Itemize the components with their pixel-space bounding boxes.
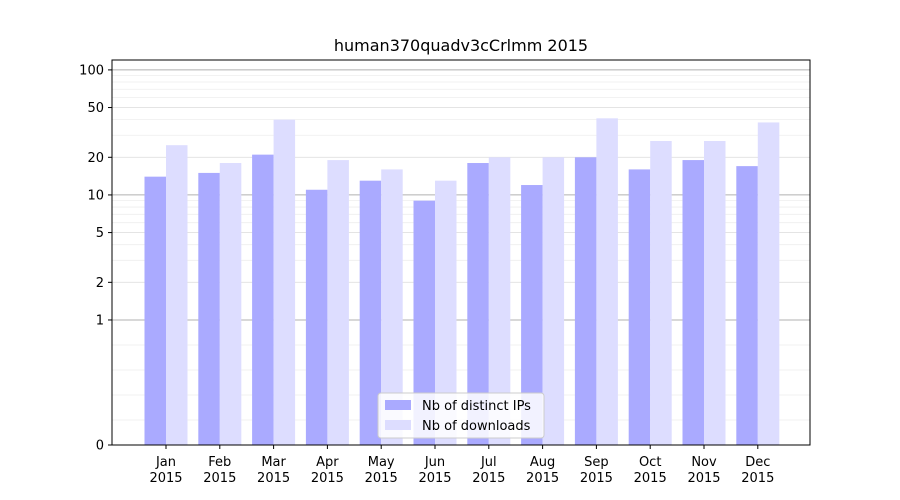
y-tick-label: 10 [87, 188, 104, 203]
x-tick-label-month: Oct [639, 455, 661, 470]
bar-ips [521, 185, 543, 445]
bars-layer [144, 118, 780, 446]
y-tick-label: 2 [96, 276, 104, 291]
y-tick-label: 1 [96, 313, 104, 328]
bar-downloads [488, 157, 511, 445]
bar-ips [252, 154, 274, 446]
bar-downloads [273, 119, 296, 446]
bar-ips [413, 200, 435, 445]
bar-ips [628, 169, 651, 445]
bar-downloads [327, 160, 349, 445]
x-tick-label-month: Jul [480, 455, 497, 470]
x-axis: Jan2015Feb2015Mar2015Apr2015May2015Jun20… [149, 445, 774, 486]
x-tick-label-month: Mar [261, 455, 286, 470]
x-tick-label-year: 2015 [257, 471, 290, 486]
x-tick-label-year: 2015 [472, 471, 505, 486]
bar-ips [144, 176, 166, 445]
y-tick-label: 0 [96, 439, 104, 454]
plot-frame [111, 59, 811, 446]
legend-swatch [385, 420, 411, 430]
x-tick-label-month: Nov [691, 455, 717, 470]
x-tick-label-year: 2015 [149, 471, 182, 486]
legend-box [377, 392, 545, 439]
chart-title: human370quadv3cCrlmm 2015 [334, 36, 588, 55]
x-tick-label-year: 2015 [634, 471, 667, 486]
x-tick-label-month: Sep [584, 455, 609, 470]
x-tick-label-month: Feb [208, 455, 231, 470]
bar-downloads [542, 157, 565, 445]
x-tick-label-month: Dec [745, 455, 770, 470]
y-tick-label: 5 [96, 226, 104, 241]
y-tick-label: 50 [87, 101, 104, 116]
x-tick-label-month: Jan [155, 455, 176, 470]
bar-ips [305, 189, 328, 445]
bar-ips [682, 160, 704, 445]
bar-ips [198, 172, 220, 445]
legend-swatch [385, 400, 411, 410]
bar-downloads [435, 180, 457, 445]
bar-ips [736, 166, 758, 445]
x-tick-label-year: 2015 [365, 471, 398, 486]
bar-ips [467, 163, 489, 445]
legend: Nb of distinct IPs Nb of downloads [377, 392, 545, 439]
legend-label: Nb of downloads [422, 419, 531, 434]
x-tick-label-year: 2015 [203, 471, 236, 486]
x-tick-label-year: 2015 [526, 471, 559, 486]
bar-ips [574, 157, 597, 445]
x-tick-label-year: 2015 [311, 471, 344, 486]
x-tick-label-month: Apr [316, 455, 339, 470]
bar-downloads [596, 118, 618, 445]
x-tick-label-year: 2015 [687, 471, 720, 486]
x-tick-label-year: 2015 [418, 471, 451, 486]
y-tick-label: 20 [87, 151, 104, 166]
bar-downloads [381, 169, 403, 445]
x-tick-label-year: 2015 [580, 471, 613, 486]
bar-downloads [219, 163, 242, 445]
x-tick-label-month: May [368, 455, 395, 470]
y-tick-label: 100 [79, 63, 104, 78]
bar-downloads [757, 122, 780, 445]
x-tick-label-year: 2015 [741, 471, 774, 486]
bar-downloads [166, 145, 188, 445]
legend-label: Nb of distinct IPs [422, 399, 531, 414]
bar-ips [359, 180, 382, 445]
bar-downloads [650, 140, 672, 445]
y-axis: 0 1 2 5 10 20 50 100 [79, 63, 112, 454]
x-tick-label-month: Aug [530, 455, 555, 470]
x-tick-label-month: Jun [424, 455, 445, 470]
bar-downloads [704, 140, 726, 445]
